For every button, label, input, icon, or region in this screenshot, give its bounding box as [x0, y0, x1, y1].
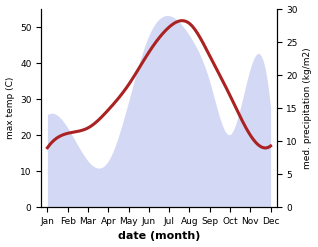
- Y-axis label: max temp (C): max temp (C): [5, 77, 15, 139]
- X-axis label: date (month): date (month): [118, 231, 200, 242]
- Y-axis label: med. precipitation (kg/m2): med. precipitation (kg/m2): [303, 47, 313, 169]
